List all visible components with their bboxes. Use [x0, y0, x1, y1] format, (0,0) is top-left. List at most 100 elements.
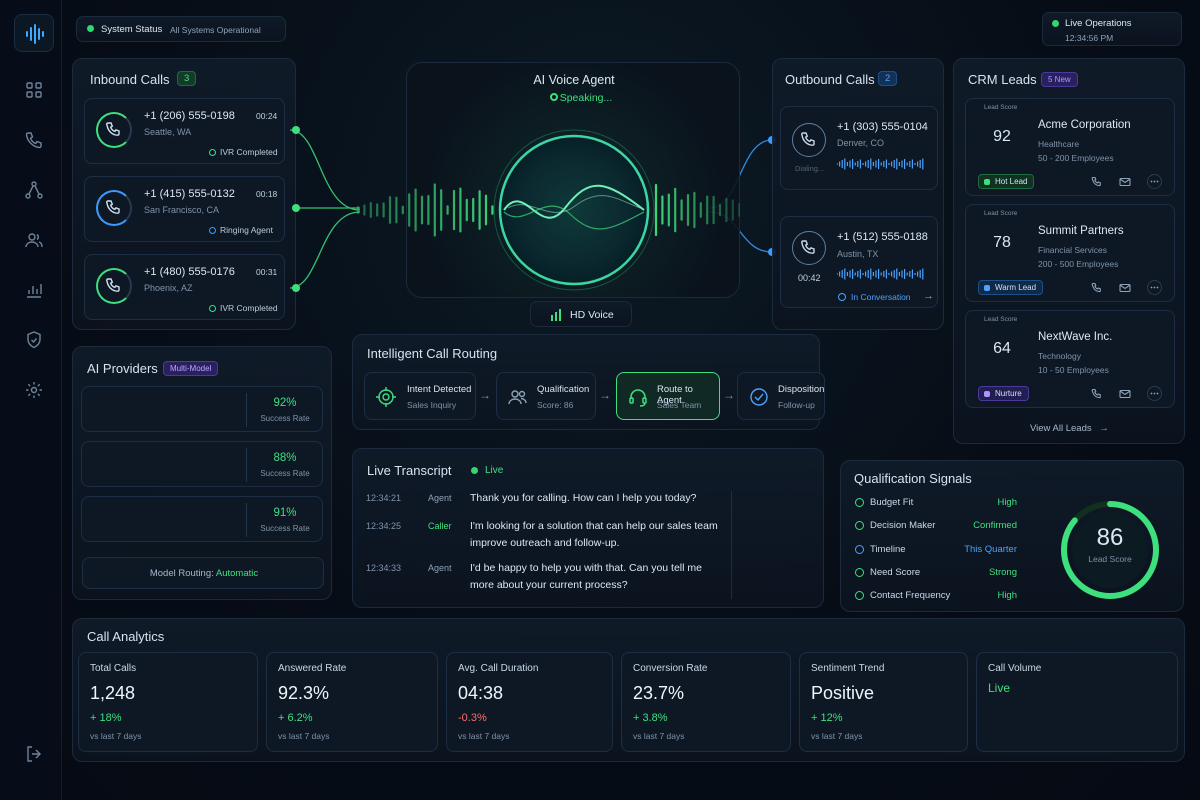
routing-step[interactable]: Qualification Score: 86 [496, 372, 596, 420]
logout-icon[interactable] [24, 744, 44, 764]
inbound-call-1[interactable]: +1 (206) 555-0198 00:24 Seattle, WA IVR Com… [84, 98, 285, 164]
analytics-card[interactable]: Sentiment Trend Positive + 12% vs last 7 da… [799, 652, 968, 752]
outbound-call-2[interactable]: +1 (512) 555-0188 Austin, TX 00:42 In Co… [780, 216, 938, 308]
inbound-call-3[interactable]: +1 (480) 555-0176 00:31 Phoenix, AZ IVR Com… [84, 254, 285, 320]
providers-title: AI Providers [87, 361, 158, 376]
crm-new-badge: 5 New [1041, 72, 1078, 87]
analytics-delta: + 18% [90, 712, 122, 724]
analytics-card[interactable]: Total Calls 1,248 + 18% vs last 7 days [78, 652, 258, 752]
routing-step-name: Route to Agent [657, 384, 693, 406]
logo-waveform-icon[interactable] [14, 14, 54, 52]
outbound-location: Austin, TX [837, 249, 879, 259]
intent-detected-icon [375, 386, 397, 408]
network-icon[interactable] [24, 180, 44, 200]
lead-company: Acme Corporation [1038, 119, 1131, 131]
lead-tag[interactable]: Hot Lead [978, 174, 1035, 189]
inbound-call-2[interactable]: +1 (415) 555-0132 00:18 San Francisco, CA R… [84, 176, 285, 242]
routing-step-detail: Score: 86 [537, 400, 574, 410]
routing-step-detail: Sales Inquiry [407, 400, 457, 410]
lead-industry: Healthcare [1038, 139, 1080, 149]
arrow-right-icon[interactable]: → [923, 290, 934, 302]
status-dot [87, 25, 94, 32]
lead-score-label: Lead Score [984, 316, 1018, 323]
qualification-icon [507, 386, 529, 408]
view-all-leads-link[interactable]: View All Leads → [1030, 423, 1109, 434]
hd-voice-label: HD Voice [570, 309, 614, 321]
lead-score: 78 [993, 234, 1011, 251]
phone-call-icon [792, 123, 826, 157]
model-routing[interactable]: Model Routing: Automatic [82, 557, 324, 589]
provider-success-rate: 88% [273, 452, 297, 464]
email-lead-icon[interactable] [1119, 282, 1133, 296]
signal-name: Need Score [870, 566, 921, 578]
routing-step[interactable]: Route to Agent Sales Team [616, 372, 720, 420]
inbound-duration: 00:18 [256, 189, 278, 199]
qualification-signals-panel: Qualification Signals 86 Lead Score [840, 460, 1184, 612]
crm-lead-card[interactable]: Lead Score 64 NextWave Inc. Technology 10 - … [965, 310, 1175, 408]
budget-icon [855, 498, 864, 507]
more-options-icon[interactable] [1147, 386, 1162, 401]
provider-success-label: Success Rate [260, 469, 310, 478]
crm-lead-card[interactable]: Lead Score 78 Summit Partners Financial Ser… [965, 204, 1175, 302]
dashboard-icon[interactable] [24, 80, 44, 100]
call-lead-icon[interactable] [1091, 176, 1105, 190]
tag-icon [984, 285, 990, 291]
more-options-icon[interactable] [1147, 174, 1162, 189]
routing-step-name: Intent Detected [407, 384, 472, 395]
analytics-value: 04:38 [458, 683, 504, 703]
transcript-text: I'm looking for a solution that can help… [470, 520, 718, 532]
outbound-count-badge: 2 [878, 71, 898, 86]
live-operations-time: 12:34:56 PM [1065, 33, 1114, 43]
tag-icon [984, 391, 990, 397]
check-circle-icon [748, 386, 770, 408]
multi-model-badge: Multi-Model [163, 361, 219, 376]
routing-title: Intelligent Call Routing [367, 346, 498, 361]
lead-tag[interactable]: Warm Lead [978, 280, 1044, 295]
transcript-speaker: Caller [428, 521, 452, 531]
users-icon[interactable] [24, 230, 44, 250]
analytics-label: Call Volume [988, 663, 1042, 674]
more-options-icon[interactable] [1147, 280, 1162, 295]
crm-lead-card[interactable]: Lead Score 92 Acme Corporation Healthcare 50… [965, 98, 1175, 196]
analytics-card[interactable]: Answered Rate 92.3% + 6.2% vs last 7 days [266, 652, 438, 752]
inbound-duration: 00:31 [256, 267, 278, 277]
routing-step[interactable]: Intent Detected Sales Inquiry [364, 372, 476, 420]
analytics-period: vs last 7 days [90, 731, 142, 741]
provider-success-label: Success Rate [260, 414, 310, 423]
inbound-location: Phoenix, AZ [144, 283, 193, 293]
inbound-number: +1 (480) 555-0176 [144, 266, 235, 278]
gear-icon[interactable] [24, 380, 44, 400]
call-lead-icon[interactable] [1091, 282, 1105, 296]
analytics-card[interactable]: Avg. Call Duration 04:38 -0.3% vs last 7 da… [446, 652, 613, 752]
routing-step-detail: Follow-up [778, 400, 815, 410]
lead-score-label: Lead Score [984, 104, 1018, 111]
email-lead-icon[interactable] [1119, 176, 1133, 190]
chart-icon[interactable] [24, 280, 44, 300]
email-lead-icon[interactable] [1119, 388, 1133, 402]
phone-call-icon [792, 231, 826, 265]
live-dot [471, 467, 478, 474]
shield-icon[interactable] [24, 330, 44, 350]
ai-provider-row[interactable]: 91% Success Rate [81, 496, 323, 542]
signal-value: High [997, 497, 1017, 508]
arrow-right-icon: → [1099, 423, 1109, 434]
ai-provider-row[interactable]: 88% Success Rate [81, 441, 323, 487]
call-lead-icon[interactable] [1091, 388, 1105, 402]
live-operations: Live Operations 12:34:56 PM [1042, 12, 1182, 46]
routing-label: Model Routing: [149, 568, 214, 579]
analytics-card[interactable]: Call Volume Live [976, 652, 1178, 752]
dialing-state: Dialing... [795, 164, 825, 173]
lead-tag[interactable]: Nurture [978, 386, 1029, 401]
contact-frequency-icon [855, 591, 864, 601]
analytics-period: vs last 7 days [458, 731, 510, 741]
mini-waveform [837, 158, 924, 170]
ai-provider-row[interactable]: 92% Success Rate [81, 386, 323, 432]
analytics-card[interactable]: Conversion Rate 23.7% + 3.8% vs last 7 days [621, 652, 791, 752]
phone-icon[interactable] [24, 130, 44, 150]
phone-call-icon [96, 190, 132, 226]
model-routing-text: Model Routing: Automatic [83, 568, 325, 579]
outbound-call-1[interactable]: +1 (303) 555-0104 Denver, CO Dialing... [780, 106, 938, 190]
lead-score: 92 [993, 128, 1011, 145]
signal-value: High [997, 590, 1017, 602]
routing-step[interactable]: Disposition Follow-up [737, 372, 825, 420]
